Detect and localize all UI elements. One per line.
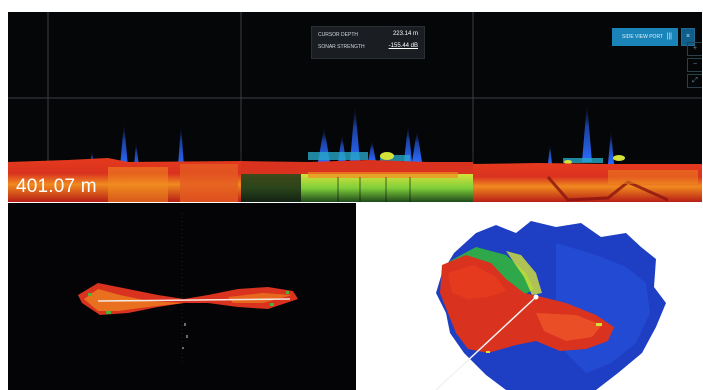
cursor-info-panel: CURSOR DEPTH 223.14 m SONAR STRENGTH -15… bbox=[311, 26, 425, 59]
sonar-strength-label: SONAR STRENGTH bbox=[318, 44, 365, 50]
coverage-map-panel[interactable] bbox=[356, 203, 702, 390]
echogram-grid bbox=[8, 12, 702, 162]
depth-readout: 401.07 m bbox=[16, 176, 97, 197]
cursor-depth-label: CURSOR DEPTH bbox=[318, 32, 359, 38]
echogram-canvas bbox=[8, 12, 702, 202]
echogram-panel[interactable]: 401.07 m CURSOR DEPTH 223.14 m SONAR STR… bbox=[8, 12, 702, 202]
fit-view-icon[interactable]: ⤢ bbox=[687, 74, 702, 88]
view-select-button[interactable]: SIDE VIEW PORT ||| bbox=[612, 28, 678, 46]
profile-view-panel[interactable] bbox=[8, 203, 356, 390]
profile-view-canvas bbox=[78, 213, 298, 363]
view-select-label: SIDE VIEW PORT bbox=[622, 34, 664, 40]
sonar-strength-value: -155.44 dB bbox=[388, 43, 418, 49]
cursor-depth-value: 223.14 m bbox=[392, 31, 418, 37]
zoom-out-icon[interactable]: − bbox=[687, 58, 702, 72]
coverage-map-canvas bbox=[435, 221, 666, 390]
zoom-in-icon[interactable]: + bbox=[687, 42, 702, 56]
view-select-grip-icon: ||| bbox=[666, 33, 672, 40]
close-icon[interactable]: × bbox=[681, 28, 695, 46]
